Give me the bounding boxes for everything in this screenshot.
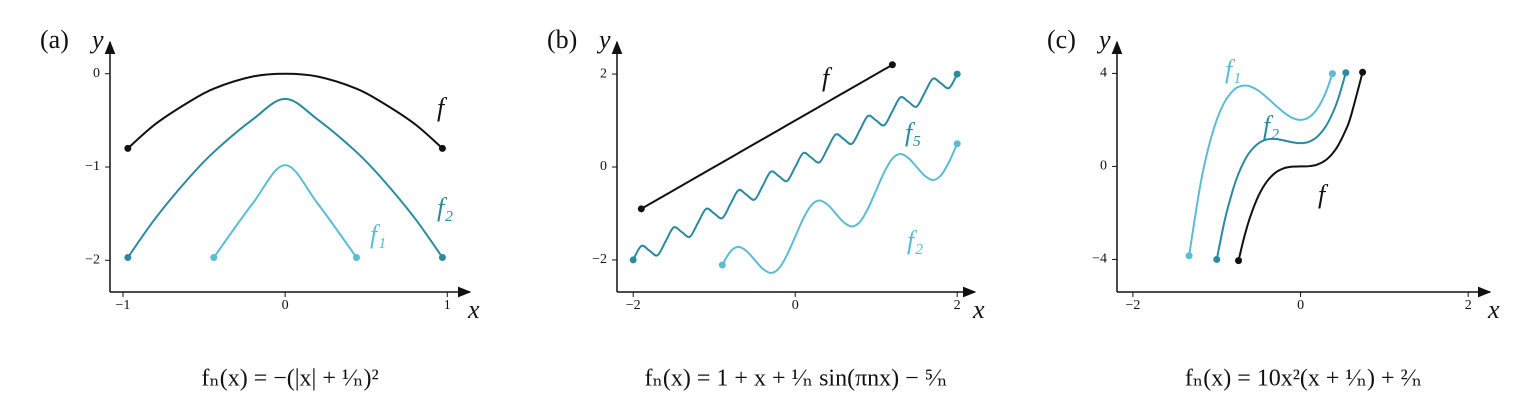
series-label: f (822, 63, 833, 92)
x-tick-label: 0 (282, 298, 289, 313)
y-tick-label: −1 (85, 159, 100, 174)
endpoint (953, 70, 961, 78)
series-label: f₅ (905, 118, 921, 147)
series-line (212, 164, 358, 259)
endpoint (438, 253, 446, 261)
y-tick-label: −2 (85, 253, 100, 268)
endpoint (1213, 255, 1221, 263)
panel-label: (a) (40, 25, 69, 54)
x-tick-label: 1 (444, 298, 451, 313)
series-line (1215, 72, 1347, 260)
endpoint (438, 144, 446, 152)
endpoint (1235, 257, 1243, 265)
endpoint (637, 205, 645, 213)
y-tick-label: 2 (600, 66, 607, 81)
series-line (127, 72, 444, 150)
endpoint (352, 253, 360, 261)
y-axis-label: y (596, 25, 611, 54)
y-tick-label: 0 (1100, 159, 1107, 174)
panel-label: (c) (1047, 25, 1076, 54)
x-axis-label: x (467, 295, 480, 324)
endpoint (1342, 69, 1350, 77)
series-label: f₁ (370, 220, 386, 249)
x-tick-label: 0 (1297, 298, 1304, 313)
endpoint (124, 253, 132, 261)
endpoint (1359, 68, 1367, 76)
x-axis-label: x (1487, 295, 1500, 324)
x-tick-label: 2 (1465, 298, 1472, 313)
endpoint (210, 253, 218, 261)
panel-label: (b) (547, 25, 577, 54)
series-line (1188, 73, 1334, 256)
x-tick-label: −2 (626, 298, 641, 313)
endpoint (888, 61, 896, 69)
series-label: f₂ (437, 193, 453, 222)
x-tick-label: −2 (1125, 298, 1140, 313)
x-tick-label: 0 (792, 298, 799, 313)
endpoint (1185, 252, 1193, 260)
series-line (640, 63, 893, 210)
y-axis-label: y (1096, 25, 1111, 54)
x-tick-label: 2 (954, 298, 961, 313)
endpoint (124, 144, 132, 152)
series-line (127, 97, 444, 259)
caption: fₙ(x) = −(|x| + ¹⁄ₙ)² (201, 366, 378, 392)
endpoint (629, 256, 637, 264)
y-tick-label: −4 (1092, 252, 1107, 267)
series-label: f₂ (907, 226, 923, 255)
series-line (721, 143, 959, 274)
series-label: f₂ (1263, 111, 1279, 140)
x-tick-label: −1 (116, 298, 131, 313)
caption: fₙ(x) = 1 + x + ¹⁄ₙ sin(πnx) − ⁵⁄ₙ (645, 366, 948, 392)
endpoint (953, 140, 961, 148)
endpoint (718, 261, 726, 269)
series-line (1237, 71, 1364, 261)
series-label: f₁ (1225, 55, 1241, 84)
series-label: f (437, 93, 448, 122)
caption: fₙ(x) = 10x²(x + ¹⁄ₙ) + ²⁄ₙ (1185, 366, 1422, 392)
y-tick-label: 4 (1100, 66, 1107, 81)
x-axis-label: x (972, 295, 985, 324)
series-label: f (1318, 180, 1329, 209)
endpoint (1328, 70, 1336, 78)
y-tick-label: 0 (93, 66, 100, 81)
y-tick-label: 0 (600, 159, 607, 174)
y-axis-label: y (89, 25, 104, 54)
series-line (632, 73, 959, 261)
y-tick-label: −2 (592, 252, 607, 267)
